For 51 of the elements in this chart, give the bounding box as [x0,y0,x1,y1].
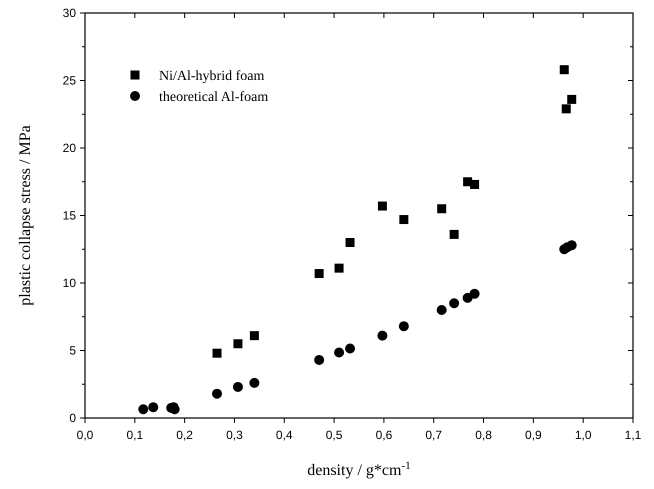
y-axis-title: plastic collapse stress / MPa [17,125,34,306]
x-tick-label: 0,6 [376,428,393,442]
point [470,180,480,189]
point [148,402,158,412]
point [334,348,344,358]
x-tick-label: 1,0 [574,428,592,442]
point [346,238,355,247]
point [562,104,571,114]
point [212,348,222,358]
x-tick-label: 0,2 [176,428,194,442]
y-tick-label: 5 [69,344,76,358]
point [436,305,447,315]
point [450,230,459,239]
y-tick-label: 25 [62,74,76,88]
point [399,215,408,224]
legend-label: theoretical Al-foam [159,90,268,105]
point [470,288,480,299]
point [212,388,222,399]
point [567,94,576,104]
y-tick-label: 30 [62,6,76,20]
x-tick-label: 0,8 [475,428,492,442]
y-tick-label: 0 [69,411,76,425]
x-tick-label: 0,4 [276,428,293,442]
point [138,404,148,414]
point [566,240,577,250]
point [449,298,460,308]
point [249,378,260,388]
legend-label: Ni/Al-hybrid foam [159,69,264,84]
y-tick-label: 15 [62,208,76,222]
point [398,321,409,332]
y-tick-label: 10 [62,276,76,290]
point [345,343,356,354]
point [233,339,242,348]
x-tick-label: 1,1 [624,428,642,442]
point [437,204,446,214]
x-tick-label: 0,9 [525,428,542,442]
point [232,382,243,392]
x-tick-label: 0,7 [425,428,442,442]
y-tick-label: 20 [62,141,76,155]
x-axis-title: density / g*cm$^{-1}$ [307,460,411,479]
x-tick-label: 0,5 [326,428,343,442]
x-tick-label: 0,0 [76,428,94,442]
point [334,264,344,273]
x-tick-label: 0,1 [126,428,144,442]
point [314,354,324,365]
x-tick-label: 0,3 [226,428,244,442]
point [250,331,259,340]
point [560,65,569,74]
point [377,330,388,341]
point [314,269,324,278]
point [378,202,387,211]
